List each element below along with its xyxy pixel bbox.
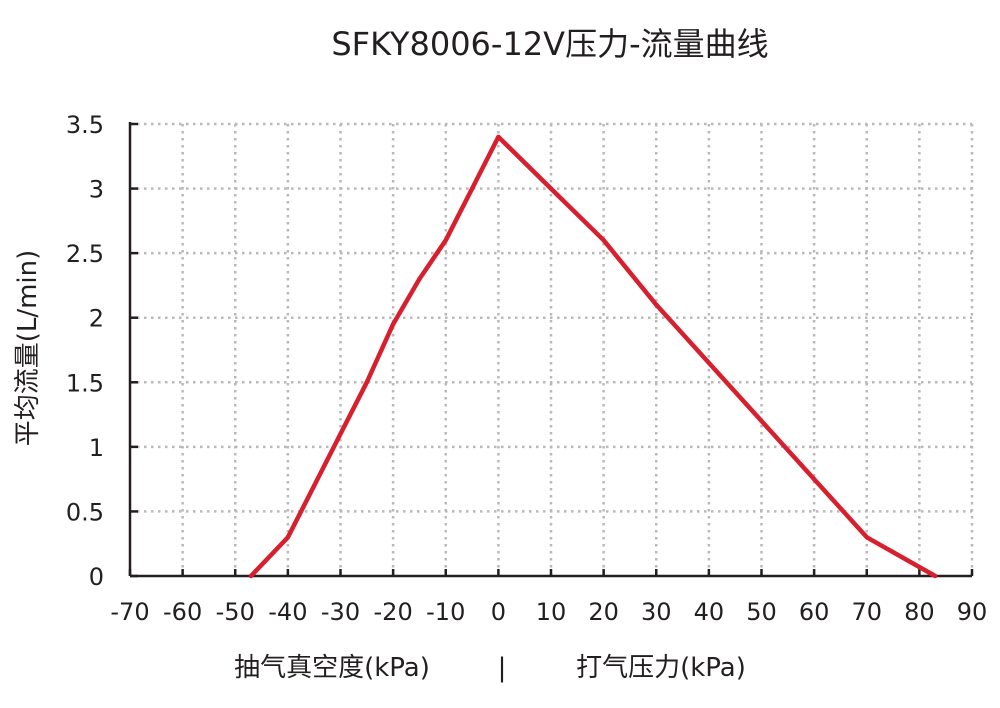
- y-tick-label: 0: [89, 563, 104, 591]
- series-line: [248, 134, 938, 579]
- x-axis-label-pressure: 打气压力(kPa): [576, 653, 746, 683]
- data-point: [417, 276, 422, 281]
- x-axis-label-separator: |: [498, 653, 507, 683]
- x-tick-label: -70: [110, 598, 149, 626]
- x-tick-label: 20: [588, 598, 619, 626]
- data-point: [601, 238, 606, 243]
- x-tick-label: 90: [957, 598, 988, 626]
- data-point: [312, 483, 317, 488]
- x-tick-label: 0: [491, 598, 506, 626]
- x-tick-label: -30: [321, 598, 360, 626]
- data-point: [706, 360, 711, 365]
- y-tick-label: 3: [89, 176, 104, 204]
- y-tick-label: 2.5: [66, 240, 104, 268]
- axes: [128, 122, 974, 578]
- x-tick-label: -10: [426, 598, 465, 626]
- grid: [130, 122, 974, 576]
- data-point: [285, 535, 290, 540]
- x-tick-label: -50: [216, 598, 255, 626]
- data-point: [496, 134, 501, 139]
- y-tick-label: 2: [89, 305, 104, 333]
- data-point: [338, 431, 343, 436]
- x-tick-label: 70: [851, 598, 882, 626]
- data-point: [470, 186, 475, 191]
- y-tick-label: 3.5: [66, 111, 104, 139]
- data-point: [759, 419, 764, 424]
- y-tick-label: 1: [89, 434, 104, 462]
- x-tick-label: -40: [268, 598, 307, 626]
- data-point: [864, 535, 869, 540]
- x-tick-label: 10: [536, 598, 567, 626]
- data-point: [654, 302, 659, 307]
- y-axis-label: 平均流量(L/min): [13, 250, 43, 447]
- x-axis-label-vacuum: 抽气真空度(kPa): [234, 653, 430, 683]
- x-tick-label: 50: [746, 598, 777, 626]
- data-point: [443, 238, 448, 243]
- series-layer: [248, 134, 938, 579]
- x-tick-label: 30: [641, 598, 672, 626]
- data-point: [933, 574, 938, 578]
- x-tick-label: -20: [374, 598, 413, 626]
- x-tick-label: 80: [904, 598, 935, 626]
- data-point: [249, 574, 254, 578]
- chart-title: SFKY8006-12V压力-流量曲线: [331, 25, 768, 63]
- x-tick-label: 60: [799, 598, 830, 626]
- x-tick-label: 40: [694, 598, 725, 626]
- y-tick-labels: 0 0.5 1 1.5 2 2.5 3 3.5: [66, 111, 104, 591]
- data-point: [812, 477, 817, 482]
- data-point: [549, 186, 553, 191]
- y-tick-label: 0.5: [66, 498, 104, 526]
- data-point: [391, 322, 396, 327]
- data-point: [364, 380, 369, 385]
- x-tick-label: -60: [163, 598, 202, 626]
- x-tick-labels: -70 -60 -50 -40 -30 -20 -10 0 10 20 30 40 50 60 70 80 90: [110, 598, 987, 626]
- y-tick-label: 1.5: [66, 369, 104, 397]
